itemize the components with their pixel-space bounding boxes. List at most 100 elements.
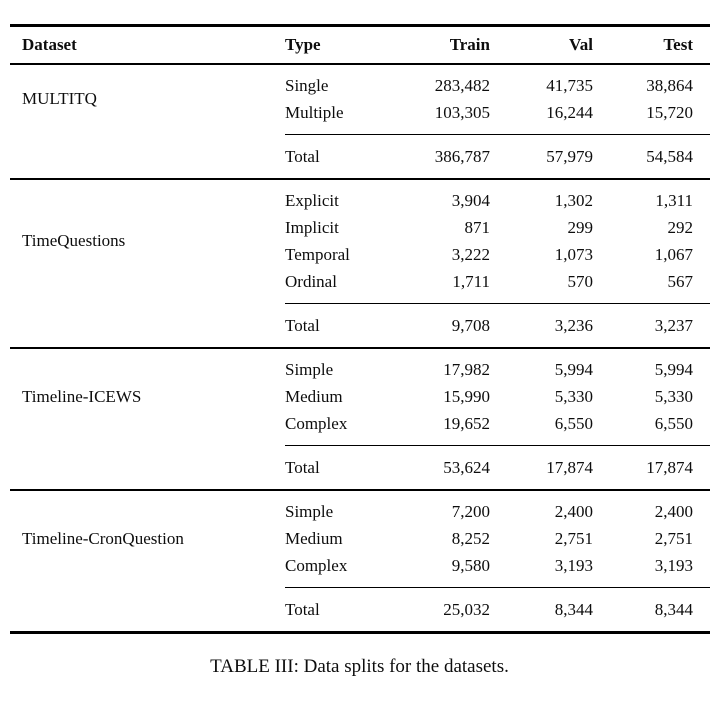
group-main: MULTITQ Single 283,482 41,735 38,864 Mul… (10, 72, 710, 126)
partial-rule (285, 134, 710, 135)
type-cell: Medium (285, 529, 343, 548)
test-cell: 38,864 (646, 76, 693, 95)
bottom-rule (10, 631, 710, 634)
train-cell: 103,305 (434, 103, 490, 122)
test-cell: 3,237 (654, 316, 693, 335)
val-cell: 2,400 (554, 502, 593, 521)
type-cell: Temporal (285, 245, 350, 264)
table-row: Ordinal 1,711 570 567 (285, 268, 710, 295)
dataset-group-timequestions: TimeQuestions Explicit 3,904 1,302 1,311… (10, 180, 710, 347)
partial-rule (285, 445, 710, 446)
test-cell: 2,400 (654, 502, 693, 521)
total-label-cell: Total (285, 458, 320, 477)
val-cell: 6,550 (554, 414, 593, 433)
test-cell: 2,751 (654, 529, 693, 548)
val-cell: 3,236 (554, 316, 593, 335)
top-rule (10, 24, 710, 27)
partial-rule (285, 303, 710, 304)
test-cell: 5,994 (654, 360, 693, 379)
total-label-cell: Total (285, 316, 320, 335)
table-row: Implicit 871 299 292 (285, 214, 710, 241)
train-cell: 19,652 (443, 414, 490, 433)
val-cell: 1,073 (554, 245, 593, 264)
val-cell: 5,330 (554, 387, 593, 406)
dataset-group-multitq: MULTITQ Single 283,482 41,735 38,864 Mul… (10, 65, 710, 178)
type-cell: Simple (285, 360, 334, 379)
total-row: Total 25,032 8,344 8,344 (285, 596, 710, 623)
header-rule (10, 63, 710, 65)
test-cell: 292 (667, 218, 694, 237)
train-cell: 386,787 (434, 147, 490, 166)
type-cell: Medium (285, 387, 343, 406)
type-cell: Complex (285, 556, 348, 575)
dataset-name: Timeline-ICEWS (22, 386, 142, 406)
total-row: Total 53,624 17,874 17,874 (285, 454, 710, 481)
test-cell: 1,311 (655, 191, 693, 210)
train-cell: 9,708 (451, 316, 490, 335)
type-cell: Implicit (285, 218, 339, 237)
paper-page: Dataset Type Train Val Test MULTITQ Sing… (10, 24, 710, 677)
train-cell: 53,624 (443, 458, 490, 477)
train-cell: 8,252 (451, 529, 490, 548)
table-row: Medium 15,990 5,330 5,330 (285, 383, 710, 410)
table-row: Explicit 3,904 1,302 1,311 (285, 187, 710, 214)
test-cell: 8,344 (654, 600, 693, 619)
val-cell: 3,193 (554, 556, 593, 575)
dataset-group-timeline-icews: Timeline-ICEWS Simple 17,982 5,994 5,994… (10, 349, 710, 489)
header-cell-train: Train (449, 35, 490, 54)
group-main: Timeline-CronQuestion Simple 7,200 2,400… (10, 498, 710, 579)
val-cell: 5,994 (554, 360, 593, 379)
type-cell: Single (285, 76, 329, 95)
train-cell: 7,200 (451, 502, 490, 521)
group-separator-rule (10, 347, 710, 349)
train-cell: 17,982 (443, 360, 490, 379)
header-cell-dataset: Dataset (22, 35, 77, 54)
train-cell: 283,482 (434, 76, 490, 95)
type-rows: Simple 17,982 5,994 5,994 Medium 15,990 … (285, 356, 710, 437)
group-main: Timeline-ICEWS Simple 17,982 5,994 5,994… (10, 356, 710, 437)
dataset-splits-table: Dataset Type Train Val Test MULTITQ Sing… (10, 24, 710, 634)
test-cell: 17,874 (646, 458, 693, 477)
test-cell: 15,720 (646, 103, 693, 122)
type-cell: Multiple (285, 103, 344, 122)
dataset-name: Timeline-CronQuestion (22, 528, 184, 548)
table-row: Temporal 3,222 1,073 1,067 (285, 241, 710, 268)
dataset-group-timeline-cronquestion: Timeline-CronQuestion Simple 7,200 2,400… (10, 491, 710, 631)
table-row: Single 283,482 41,735 38,864 (285, 72, 710, 99)
type-rows: Single 283,482 41,735 38,864 Multiple 10… (285, 72, 710, 126)
val-cell: 57,979 (546, 147, 593, 166)
table-row: Complex 9,580 3,193 3,193 (285, 552, 710, 579)
train-cell: 1,711 (452, 272, 490, 291)
test-cell: 1,067 (654, 245, 693, 264)
table-header-row: Dataset Type Train Val Test (10, 27, 710, 63)
type-rows: Explicit 3,904 1,302 1,311 Implicit 871 … (285, 187, 710, 295)
val-cell: 2,751 (554, 529, 593, 548)
train-cell: 15,990 (443, 387, 490, 406)
table-row: Simple 7,200 2,400 2,400 (285, 498, 710, 525)
train-cell: 25,032 (443, 600, 490, 619)
train-cell: 3,904 (451, 191, 490, 210)
val-cell: 8,344 (554, 600, 593, 619)
total-label-cell: Total (285, 600, 320, 619)
table-row: Simple 17,982 5,994 5,994 (285, 356, 710, 383)
type-cell: Explicit (285, 191, 339, 210)
dataset-name: TimeQuestions (22, 231, 126, 250)
table-caption: TABLE III: Data splits for the datasets. (210, 656, 509, 677)
train-cell: 9,580 (451, 556, 490, 575)
val-cell: 1,302 (554, 191, 593, 210)
header-cell-test: Test (663, 35, 693, 54)
test-cell: 6,550 (654, 414, 693, 433)
train-cell: 3,222 (451, 245, 490, 264)
total-label-cell: Total (285, 147, 320, 166)
val-cell: 41,735 (546, 76, 593, 95)
val-cell: 17,874 (546, 458, 593, 477)
test-cell: 3,193 (654, 556, 693, 575)
type-rows: Simple 7,200 2,400 2,400 Medium 8,252 2,… (285, 498, 710, 579)
test-cell: 54,584 (646, 147, 693, 166)
group-main: TimeQuestions Explicit 3,904 1,302 1,311… (10, 187, 710, 295)
table-row: Complex 19,652 6,550 6,550 (285, 410, 710, 437)
header-cell-val: Val (569, 35, 593, 54)
type-cell: Simple (285, 502, 334, 521)
group-separator-rule (10, 178, 710, 180)
val-cell: 299 (567, 218, 594, 237)
